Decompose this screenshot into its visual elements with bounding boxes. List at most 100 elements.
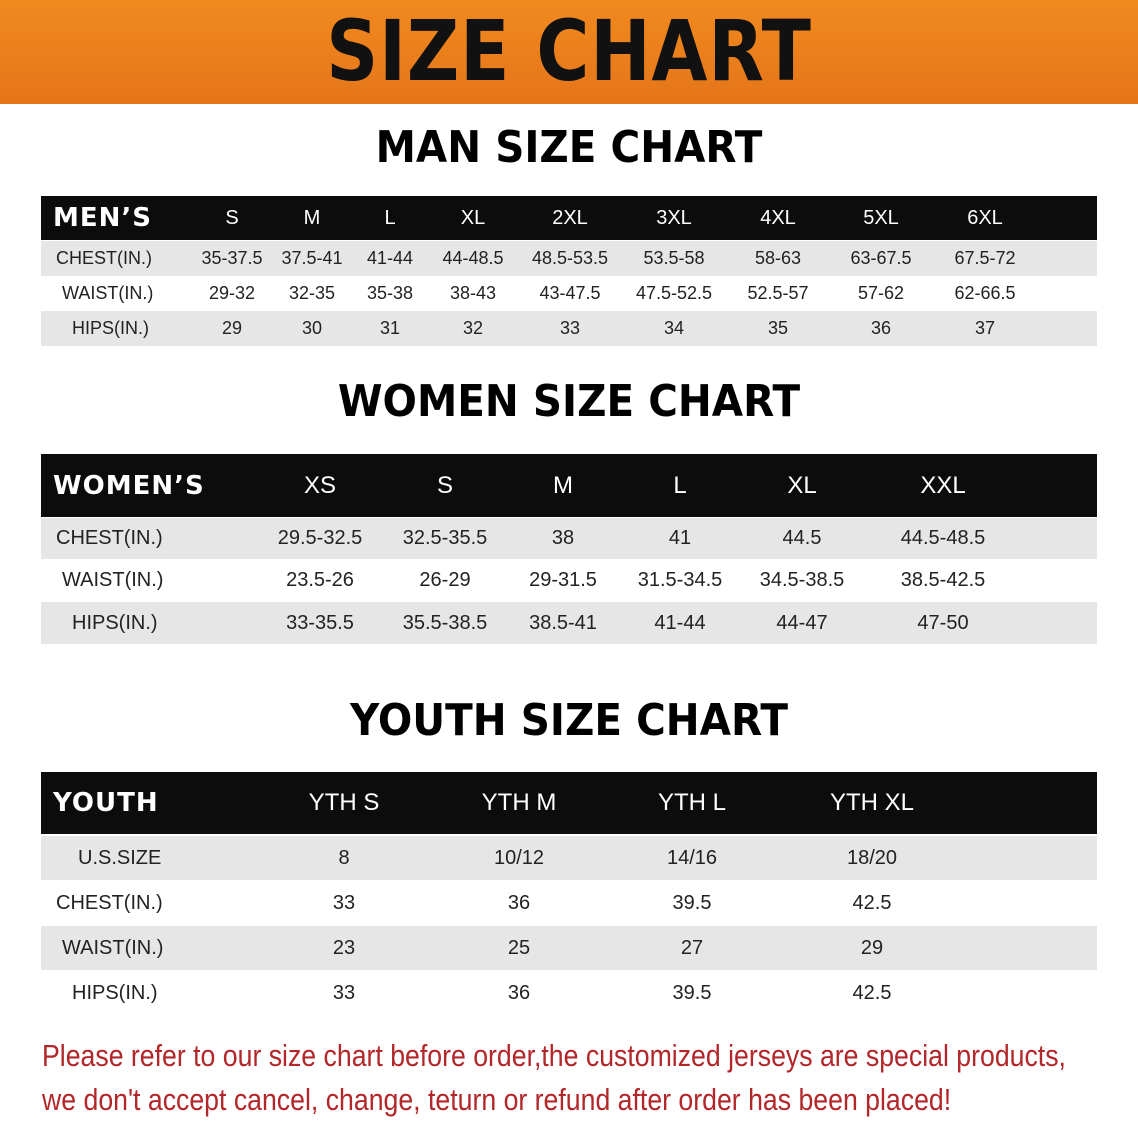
size-header-cell: L bbox=[384, 206, 396, 229]
table-cell: 47-50 bbox=[917, 611, 969, 634]
size-header-cell: 6XL bbox=[967, 206, 1003, 229]
table-cell: 37 bbox=[974, 318, 996, 338]
table-cell: 35 bbox=[767, 318, 789, 338]
table-cell: 39.5 bbox=[672, 981, 712, 1004]
table-cell: 31.5-34.5 bbox=[637, 569, 723, 591]
size-header-cell: M bbox=[553, 471, 573, 499]
table-cell: 39.5 bbox=[672, 891, 712, 914]
table-row: CHEST(IN.) 29.5-32.5 32.5-35.5 38 41 44.5 44.5… bbox=[41, 518, 1097, 559]
table-cell: 33 bbox=[332, 981, 356, 1004]
banner-title: SIZE CHART bbox=[326, 2, 812, 100]
table-cell: 31 bbox=[379, 318, 401, 338]
youth-section-title: YOUTH SIZE CHART bbox=[350, 695, 788, 746]
table-row: HIPS(IN.) 33 36 39.5 42.5 bbox=[41, 971, 1097, 1015]
table-row: CHEST(IN.) 33 36 39.5 42.5 bbox=[41, 881, 1097, 925]
women-section-title: WOMEN SIZE CHART bbox=[337, 376, 801, 427]
size-header-cell: M bbox=[303, 206, 321, 229]
table-row: HIPS(IN.) 29 30 31 32 33 34 35 36 37 bbox=[41, 311, 1097, 346]
row-label: HIPS(IN.) bbox=[72, 611, 158, 634]
row-label: HIPS(IN.) bbox=[72, 981, 158, 1004]
table-cell: 35-38 bbox=[366, 283, 414, 303]
size-header-cell: YTH S bbox=[308, 789, 380, 816]
table-cell: 48.5-53.5 bbox=[531, 248, 609, 268]
table-cell: 58-63 bbox=[754, 248, 802, 268]
table-cell: 18/20 bbox=[846, 846, 898, 869]
table-cell: 52.5-57 bbox=[747, 283, 809, 303]
table-cell: 26-29 bbox=[419, 569, 471, 591]
table-row: HIPS(IN.) 33-35.5 35.5-38.5 38.5-41 41-44 44-… bbox=[41, 602, 1097, 644]
table-cell: 34.5-38.5 bbox=[759, 569, 845, 591]
table-header-row: WOMEN’S XS S M L XL XXL bbox=[41, 454, 1097, 517]
table-cell: 44-48.5 bbox=[442, 248, 504, 268]
table-cell: 32-35 bbox=[288, 283, 336, 303]
size-header-cell: XXL bbox=[920, 471, 966, 499]
table-cell: 62-66.5 bbox=[954, 283, 1016, 303]
table-cell: 41 bbox=[668, 527, 692, 549]
table-cell: 44.5-48.5 bbox=[900, 527, 986, 549]
table-cell: 14/16 bbox=[666, 846, 718, 869]
table-row: WAIST(IN.) 23.5-26 26-29 29-31.5 31.5-34.5 34… bbox=[41, 560, 1097, 601]
table-cell: 23.5-26 bbox=[286, 569, 354, 591]
table-cell: 47.5-52.5 bbox=[635, 283, 713, 303]
table-cell: 35.5-38.5 bbox=[402, 611, 488, 634]
size-header-cell: 4XL bbox=[760, 206, 796, 229]
table-cell: 33 bbox=[332, 891, 356, 914]
size-header-cell: S bbox=[225, 206, 239, 229]
row-label: HIPS(IN.) bbox=[72, 318, 150, 338]
table-cell: 42.5 bbox=[852, 981, 892, 1004]
table-cell: 38.5-42.5 bbox=[900, 569, 986, 591]
table-cell: 29-32 bbox=[208, 283, 256, 303]
table-cell: 63-67.5 bbox=[850, 248, 912, 268]
table-title-cell: YOUTH bbox=[53, 788, 159, 818]
table-cell: 30 bbox=[301, 318, 323, 338]
size-header-cell: YTH XL bbox=[829, 789, 915, 816]
size-header-cell: 5XL bbox=[863, 206, 899, 229]
table-cell: 67.5-72 bbox=[954, 248, 1016, 268]
table-cell: 36 bbox=[507, 891, 531, 914]
table-cell: 29 bbox=[860, 936, 884, 959]
table-cell: 57-62 bbox=[857, 283, 905, 303]
row-label: WAIST(IN.) bbox=[62, 569, 164, 591]
table-cell: 53.5-58 bbox=[643, 248, 705, 268]
table-cell: 29.5-32.5 bbox=[277, 527, 363, 549]
notice-line-1: Please refer to our size chart before or… bbox=[42, 1038, 1066, 1073]
table-cell: 23 bbox=[332, 936, 356, 959]
table-cell: 27 bbox=[680, 936, 704, 959]
table-cell: 38.5-41 bbox=[529, 611, 597, 634]
table-cell: 8 bbox=[338, 846, 350, 869]
table-header-row: YOUTH YTH S YTH M YTH L YTH XL bbox=[41, 772, 1097, 834]
table-cell: 42.5 bbox=[852, 891, 892, 914]
table-row: U.S.SIZE 8 10/12 14/16 18/20 bbox=[41, 836, 1097, 880]
table-cell: 36 bbox=[870, 318, 892, 338]
table-header-row: MEN’S S M L XL 2XL 3XL 4XL 5XL 6XL bbox=[41, 196, 1097, 240]
table-cell: 44-47 bbox=[776, 611, 828, 634]
table-cell: 32.5-35.5 bbox=[402, 527, 488, 549]
row-label: WAIST(IN.) bbox=[62, 936, 164, 959]
table-cell: 35-37.5 bbox=[201, 248, 263, 268]
table-cell: 44.5 bbox=[782, 527, 822, 549]
size-header-cell: 3XL bbox=[656, 206, 692, 229]
table-cell: 10/12 bbox=[493, 846, 545, 869]
table-cell: 33 bbox=[559, 318, 581, 338]
size-header-cell: YTH L bbox=[657, 789, 727, 816]
table-cell: 25 bbox=[507, 936, 531, 959]
table-cell: 32 bbox=[462, 318, 484, 338]
table-cell: 37.5-41 bbox=[281, 248, 343, 268]
table-cell: 34 bbox=[663, 318, 685, 338]
table-cell: 29-31.5 bbox=[529, 569, 597, 591]
men-section-title: MAN SIZE CHART bbox=[375, 122, 763, 173]
size-header-cell: L bbox=[673, 471, 687, 499]
row-label: CHEST(IN.) bbox=[56, 891, 163, 914]
table-cell: 38 bbox=[551, 527, 575, 549]
row-label: CHEST(IN.) bbox=[56, 527, 163, 549]
table-title-cell: WOMEN’S bbox=[53, 470, 205, 501]
table-cell: 41-44 bbox=[366, 248, 414, 268]
row-label: CHEST(IN.) bbox=[56, 248, 152, 268]
table-row: CHEST(IN.) 35-37.5 37.5-41 41-44 44-48.5 48.5… bbox=[41, 241, 1097, 276]
size-header-cell: XL bbox=[460, 206, 486, 229]
table-cell: 43-47.5 bbox=[539, 283, 601, 303]
banner: SIZE CHART bbox=[0, 0, 1138, 104]
row-label: U.S.SIZE bbox=[78, 846, 162, 869]
row-label: WAIST(IN.) bbox=[62, 283, 154, 303]
size-header-cell: 2XL bbox=[552, 206, 588, 229]
